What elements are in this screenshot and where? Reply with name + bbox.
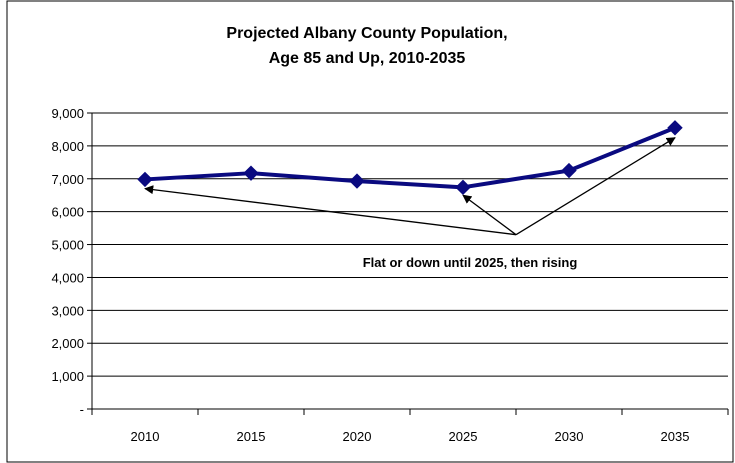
x-tick-label: 2010	[131, 429, 160, 444]
y-tick-label: 3,000	[51, 303, 84, 318]
y-tick-label: 9,000	[51, 106, 84, 121]
annotation: Flat or down until 2025, then rising	[144, 137, 676, 270]
y-tick-labels: - 1,000 2,000 3,000 4,000 5,000 6,000 7,000 8,00…	[51, 106, 84, 417]
x-tick-label: 2015	[237, 429, 266, 444]
annotation-arrow-0	[144, 185, 517, 236]
data-point-2025	[455, 179, 471, 196]
annotation-arrow-1	[462, 194, 517, 236]
y-tick-label: 2,000	[51, 336, 84, 351]
annotation-arrow-2	[515, 137, 676, 236]
chart-title-line-1: Projected Albany County Population,	[226, 25, 507, 42]
y-tick-label: 5,000	[51, 238, 84, 253]
y-tick-label: -	[80, 402, 84, 417]
x-tick-label: 2025	[449, 429, 478, 444]
axes	[87, 112, 729, 415]
y-tick-label: 4,000	[51, 270, 84, 285]
x-tick-labels: 2010 2015 2020 2025 2030 2035	[131, 429, 690, 444]
gridlines	[92, 112, 728, 377]
y-tick-label: 8,000	[51, 139, 84, 154]
x-tick-label: 2030	[555, 429, 584, 444]
data-point-2010	[137, 171, 153, 188]
annotation-text: Flat or down until 2025, then rising	[363, 255, 578, 270]
series-population	[137, 120, 683, 196]
data-point-2020	[349, 173, 365, 189]
chart-title-line-2: Age 85 and Up, 2010-2035	[269, 50, 466, 67]
chart-border	[6, 0, 734, 463]
y-tick-label: 7,000	[51, 172, 84, 187]
y-tick-label: 1,000	[51, 369, 84, 384]
x-tick-label: 2020	[343, 429, 372, 444]
data-point-2015	[243, 165, 259, 181]
x-tick-label: 2035	[661, 429, 690, 444]
series-line	[144, 125, 676, 190]
y-tick-label: 6,000	[51, 205, 84, 220]
data-point-2035	[667, 120, 683, 136]
data-point-2030	[561, 162, 577, 179]
